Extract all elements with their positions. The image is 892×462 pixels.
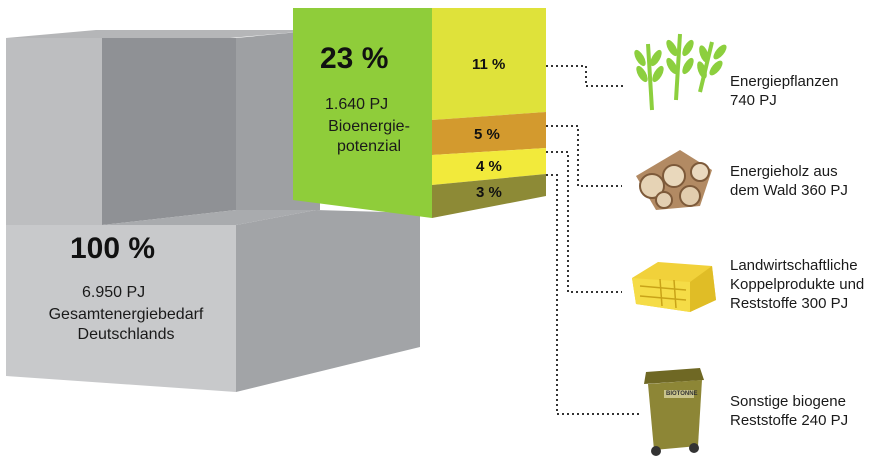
source-wood-line1: Energieholz aus — [730, 163, 838, 180]
total-amount: 6.950 PJ — [82, 284, 146, 301]
potential-percent: 23 % — [320, 42, 389, 75]
connector-plants — [546, 65, 624, 87]
segment-3-label: 3 % — [476, 184, 502, 201]
potential-label-2: potenzial — [336, 138, 402, 155]
firewood-icon — [636, 150, 712, 210]
segment-11 — [432, 8, 546, 120]
plants-icon — [634, 33, 727, 111]
total-block-lower-front — [6, 225, 236, 392]
total-label-2: Deutschlands — [77, 326, 175, 343]
segment-11-label: 11 % — [472, 56, 506, 73]
total-label-1: Gesamtenergiebedarf — [48, 306, 204, 323]
potential-amount: 1.640 PJ — [325, 96, 389, 113]
total-percent: 100 % — [70, 232, 156, 265]
source-wood-label: Energieholz aus dem Wald 360 PJ — [730, 162, 848, 200]
source-straw-label: Landwirtschaftliche Koppelprodukte und R… — [730, 256, 864, 313]
source-wood-line2: dem Wald 360 PJ — [730, 182, 848, 199]
connector-wood — [546, 125, 622, 187]
total-block-step-top — [102, 210, 316, 225]
bin-label: BIOTONNE — [666, 391, 698, 397]
source-plants-line1: Energiepflanzen — [730, 73, 839, 90]
potential-label-1: Bioenergie- — [328, 118, 410, 135]
segment-3 — [432, 174, 546, 218]
segment-5 — [432, 112, 546, 155]
source-bin-label: Sonstige biogene Reststoffe 240 PJ — [730, 392, 848, 430]
source-plants-label: Energiepflanzen 740 PJ — [730, 72, 838, 110]
total-block-front — [6, 38, 102, 225]
straw-bale-icon — [632, 262, 716, 312]
total-block-side — [236, 210, 420, 392]
waste-bin-icon — [644, 368, 704, 456]
source-bin-line1: Sonstige biogene — [730, 393, 846, 410]
connector-bin — [546, 174, 640, 415]
source-plants-line2: 740 PJ — [730, 92, 777, 109]
segment-4-label: 4 % — [476, 158, 502, 175]
source-straw-line3: Reststoffe 300 PJ — [730, 295, 849, 312]
source-straw-line2: Koppelprodukte und — [730, 276, 865, 293]
total-block-notch-back — [102, 38, 236, 225]
total-block-top — [6, 30, 320, 38]
source-bin-line2: Reststoffe 240 PJ — [730, 412, 849, 429]
potential-cube — [293, 8, 546, 218]
segment-5-label: 5 % — [474, 126, 500, 143]
connector-straw — [546, 151, 622, 293]
cube-front — [293, 8, 432, 218]
source-straw-line1: Landwirtschaftliche — [730, 257, 858, 274]
connector-lines — [546, 65, 640, 415]
segment-4 — [432, 148, 546, 185]
